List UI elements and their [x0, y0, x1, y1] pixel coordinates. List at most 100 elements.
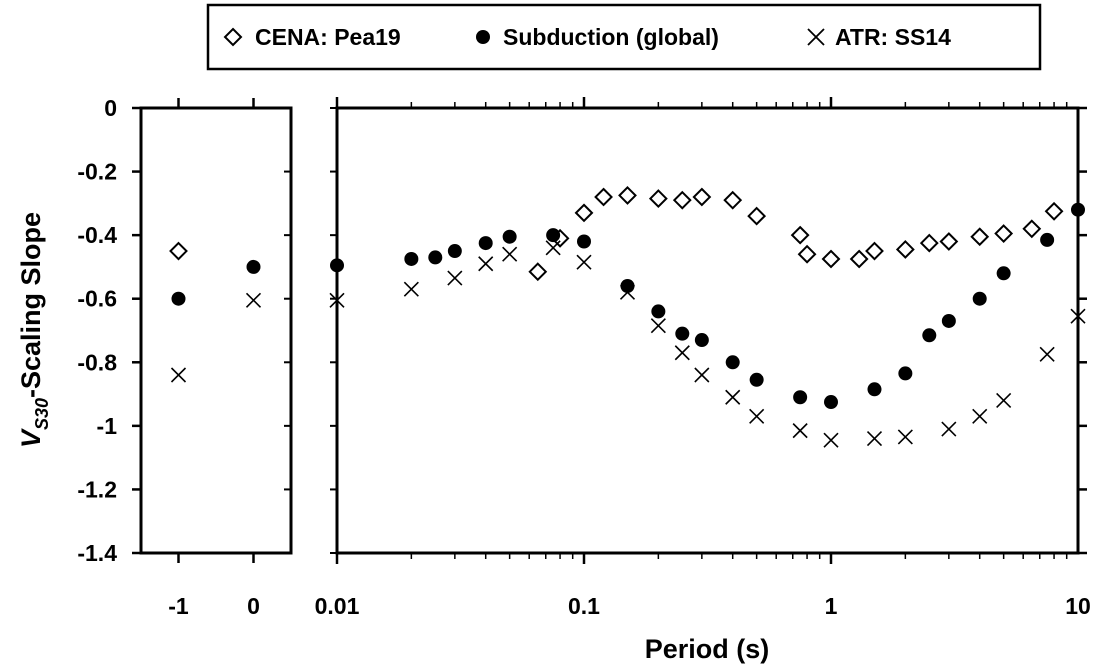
- legend-label-subduction: Subduction (global): [503, 24, 719, 50]
- data-point-subduction: [725, 355, 740, 370]
- data-point-atr: [866, 431, 883, 447]
- data-point-atr: [545, 240, 561, 256]
- data-point-cena: [895, 240, 915, 259]
- data-point-cena: [790, 225, 810, 245]
- x-tick-label-side: 0: [247, 593, 260, 619]
- y-tick-label: -1.2: [77, 476, 117, 502]
- data-point-atr: [170, 367, 187, 383]
- y-tick-label: -1.4: [77, 540, 117, 566]
- legend-box: [206, 3, 1042, 71]
- data-point-atr: [502, 246, 518, 262]
- data-point-atr: [897, 429, 913, 445]
- data-point-cena: [528, 262, 548, 282]
- data-point-subduction: [996, 266, 1011, 281]
- data-point-cena: [672, 190, 692, 210]
- data-point-cena: [849, 249, 869, 269]
- data-point-cena: [994, 224, 1014, 243]
- y-axis-title-rest: -Scaling Slope: [16, 212, 46, 398]
- data-point-cena: [692, 187, 712, 207]
- y-tick-label: 0: [104, 95, 117, 121]
- data-point-cena: [594, 187, 613, 207]
- data-point-atr: [245, 292, 262, 308]
- main-panel-ticks: [330, 97, 1087, 564]
- side-panel-points: [169, 241, 262, 383]
- data-point-cena: [747, 206, 767, 226]
- data-point-atr: [996, 392, 1012, 408]
- data-point-subduction: [898, 366, 913, 381]
- data-point-subduction: [577, 234, 591, 249]
- data-point-subduction: [502, 229, 517, 244]
- y-tick-labels: 0 -0.2 -0.4 -0.6 -0.8 -1 -1.2 -1.4: [77, 95, 117, 566]
- side-panel-frame: [139, 106, 293, 555]
- side-panel: [132, 98, 293, 563]
- data-point-cena: [797, 244, 817, 264]
- data-point-subduction: [867, 382, 882, 397]
- data-point-subduction: [478, 236, 493, 251]
- x-axis-title: Period (s): [645, 634, 770, 664]
- main-panel: [329, 97, 1087, 564]
- y-tick-label: -0.6: [77, 286, 117, 312]
- data-point-subduction: [447, 244, 462, 259]
- data-point-atr: [403, 281, 419, 297]
- data-point-atr: [694, 367, 710, 383]
- data-point-subduction: [1071, 202, 1085, 217]
- data-point-atr: [619, 284, 636, 300]
- y-tick-label: -0.8: [77, 349, 117, 375]
- data-point-subduction: [330, 258, 344, 273]
- data-point-atr: [725, 389, 741, 405]
- x-tick-label-main: 10: [1065, 593, 1091, 619]
- data-point-atr: [674, 345, 690, 361]
- data-point-subduction: [694, 333, 709, 348]
- legend-marker-circle: [476, 30, 490, 44]
- data-point-atr: [650, 318, 666, 334]
- x-tick-label-side: -1: [168, 593, 189, 619]
- data-point-subduction: [651, 304, 666, 319]
- data-point-subduction: [546, 228, 561, 243]
- y-tick-label: -0.4: [77, 222, 117, 248]
- data-point-atr: [478, 256, 494, 272]
- data-point-subduction: [824, 395, 838, 410]
- x-tick-label-main: 1: [825, 593, 838, 619]
- data-point-atr: [792, 423, 808, 439]
- data-point-atr: [576, 254, 592, 270]
- data-point-cena: [821, 249, 841, 269]
- y-axis-title-v: V: [16, 428, 46, 448]
- data-point-cena: [169, 241, 188, 261]
- legend-label-atr: ATR: SS14: [835, 24, 951, 50]
- x-tick-label-main: 0.01: [315, 593, 360, 619]
- data-point-cena: [1022, 219, 1042, 239]
- data-point-subduction: [922, 328, 937, 343]
- y-tick-label: -0.2: [77, 159, 117, 185]
- y-axis-title: VS30-Scaling Slope: [16, 212, 52, 448]
- data-point-subduction: [246, 259, 261, 274]
- data-point-subduction: [675, 326, 690, 341]
- data-point-cena: [865, 241, 884, 261]
- data-point-subduction: [1040, 232, 1055, 247]
- data-point-cena: [919, 233, 939, 253]
- data-point-subduction: [941, 313, 956, 328]
- data-point-cena: [723, 190, 743, 210]
- y-axis-title-subscript: S30: [32, 398, 52, 430]
- data-point-cena: [574, 203, 594, 223]
- data-point-subduction: [793, 390, 808, 405]
- data-point-cena: [970, 227, 990, 247]
- x-tick-labels: -1 0 0.01 0.1 1 10: [168, 593, 1091, 619]
- main-panel-frame: [335, 106, 1080, 555]
- data-point-cena: [648, 189, 668, 209]
- data-point-subduction: [620, 279, 635, 293]
- data-point-atr: [329, 292, 345, 308]
- x-tick-label-main: 0.1: [568, 593, 600, 619]
- y-tick-label: -1: [97, 413, 118, 439]
- legend: CENA: Pea19 Subduction (global) ATR: SS1…: [206, 3, 1042, 71]
- data-point-atr: [823, 432, 839, 448]
- legend-marker-x: [807, 28, 825, 46]
- data-point-atr: [749, 408, 765, 424]
- data-point-cena: [618, 185, 637, 205]
- legend-marker-diamond: [223, 27, 243, 47]
- data-point-atr: [1070, 308, 1086, 324]
- data-point-subduction: [171, 291, 186, 306]
- data-point-atr: [972, 408, 988, 424]
- data-point-cena: [1044, 201, 1064, 221]
- main-panel-points: [329, 185, 1086, 448]
